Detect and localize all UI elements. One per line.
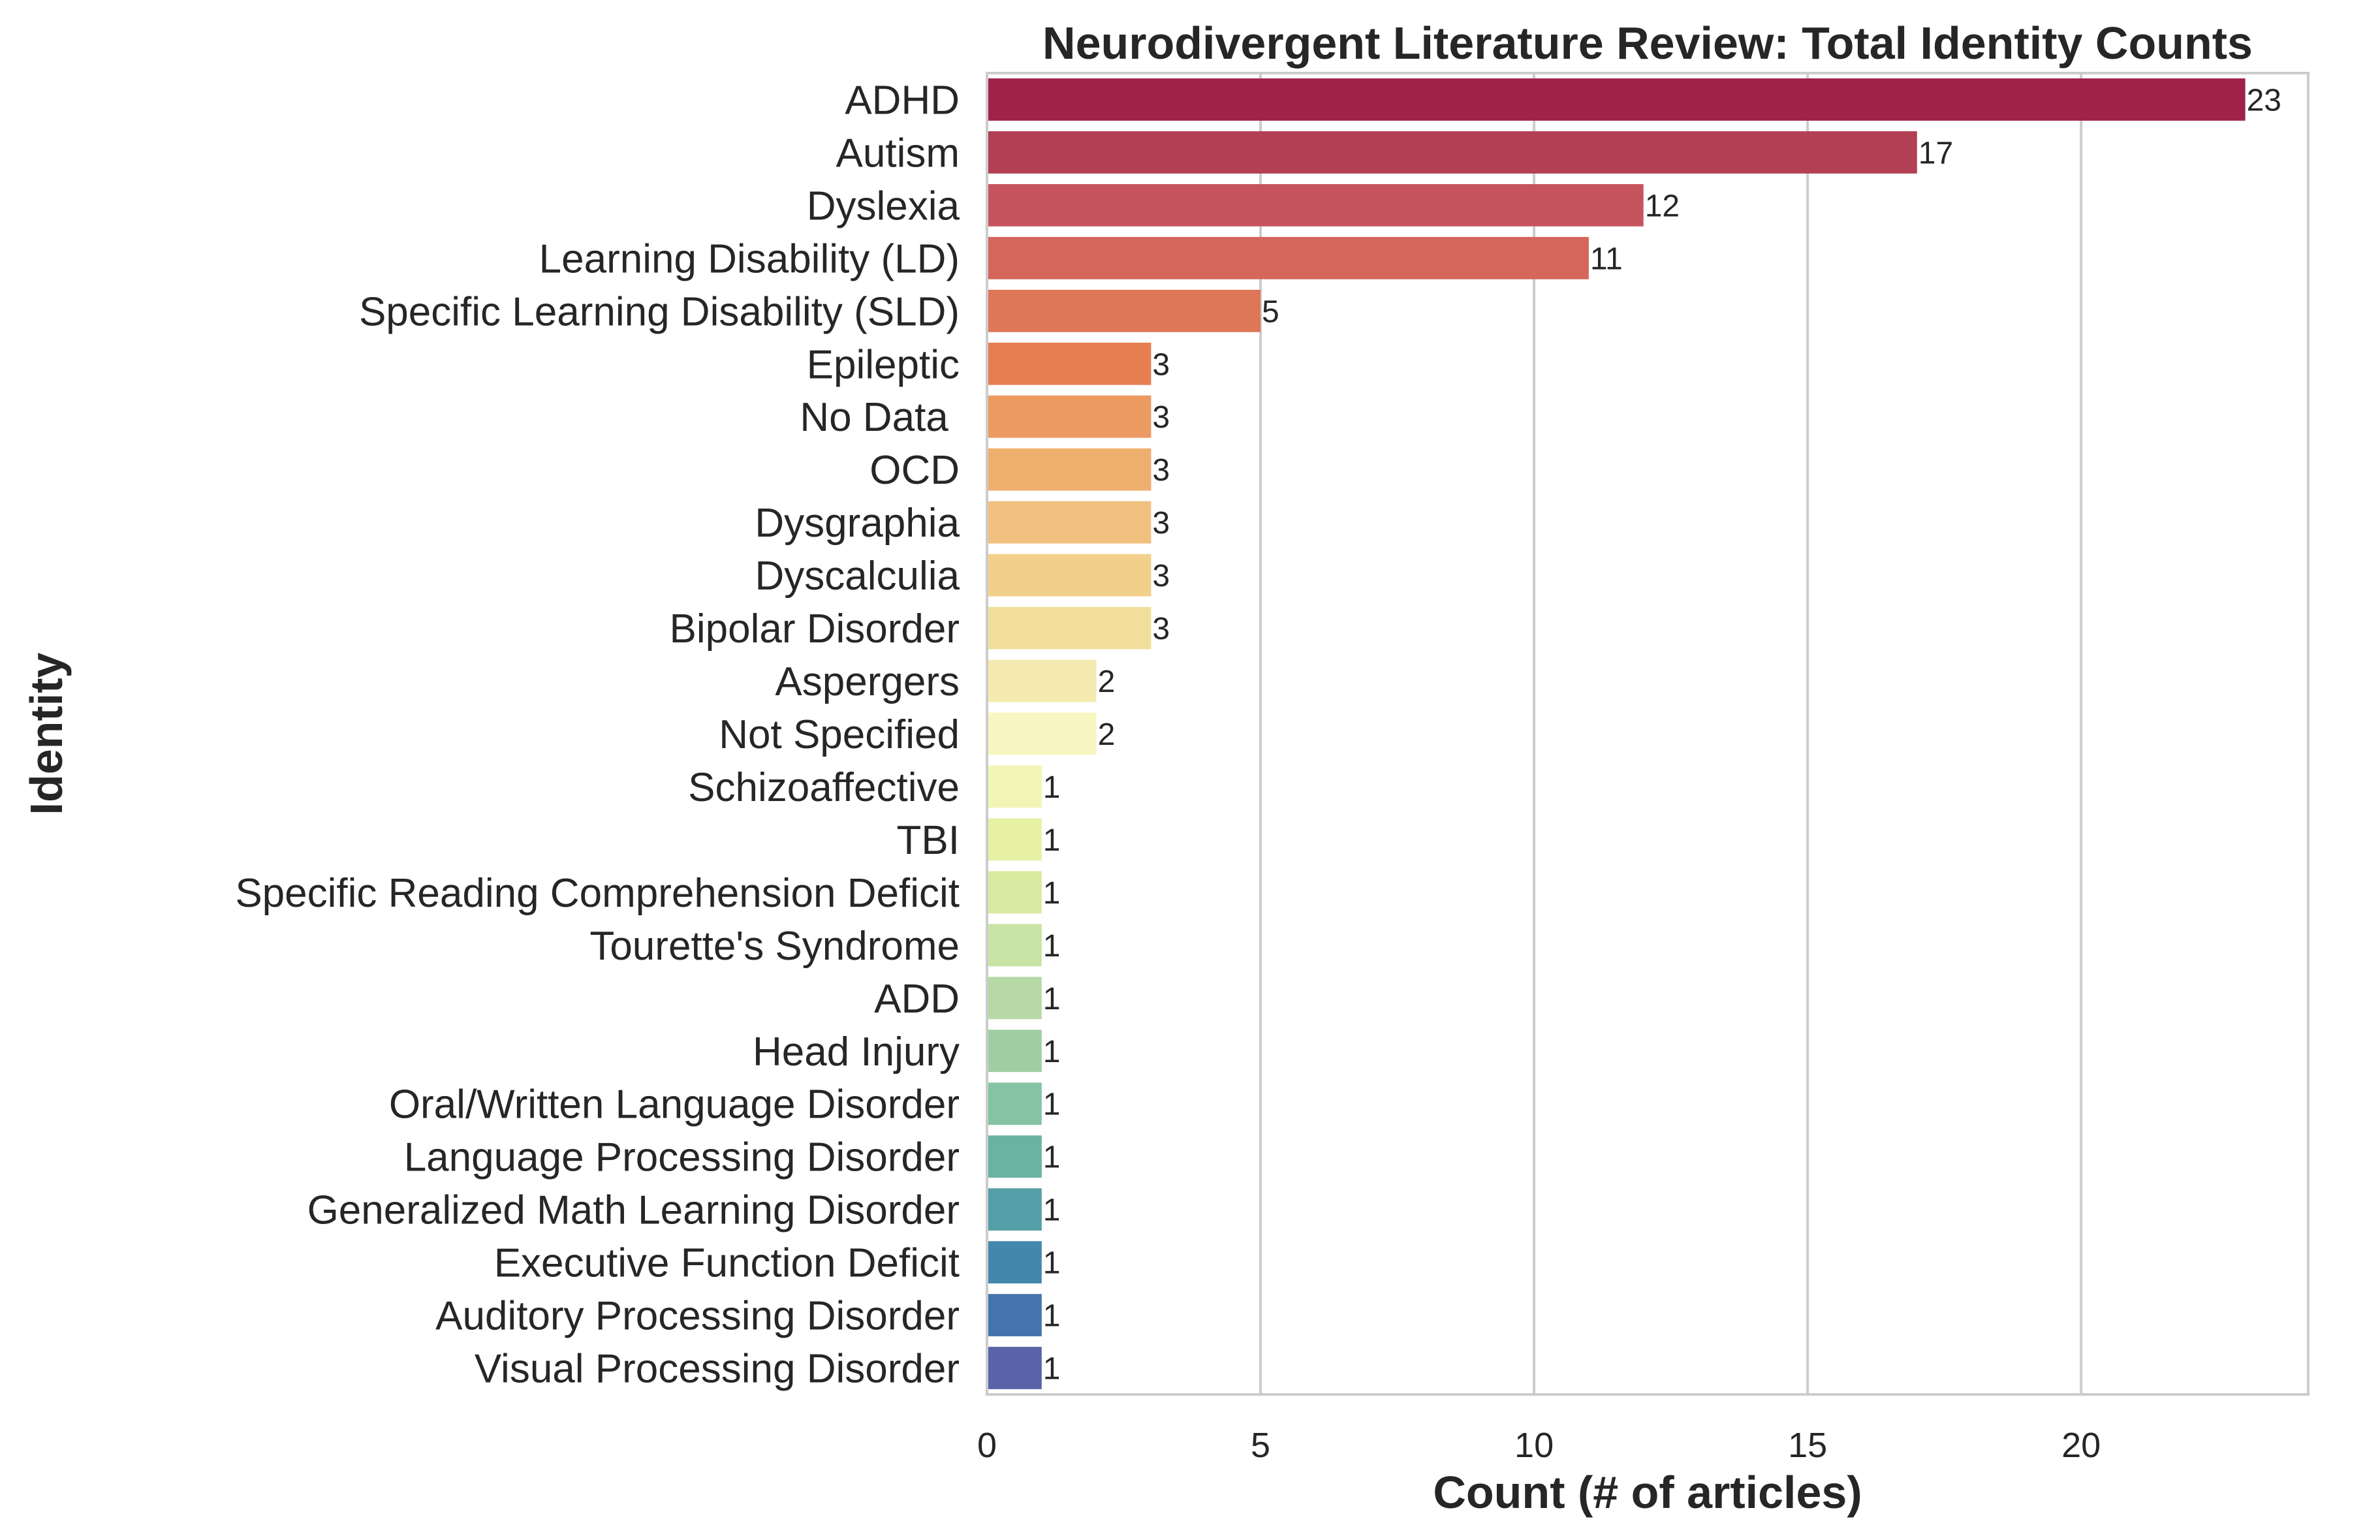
y-tick-label: Autism <box>836 131 960 176</box>
y-tick-label: Dysgraphia <box>755 501 960 546</box>
bar-value-label: 2 <box>1098 665 1116 699</box>
y-tick-label: OCD <box>869 448 960 493</box>
bar <box>987 818 1042 861</box>
bar <box>987 606 1151 650</box>
y-tick-label: Dyslexia <box>807 183 960 228</box>
bar <box>987 78 2246 121</box>
bar-value-label: 3 <box>1152 506 1170 541</box>
bar-value-label: 12 <box>1645 189 1680 223</box>
bar <box>987 1135 1042 1178</box>
y-tick-label: ADHD <box>845 78 960 123</box>
x-tick-label: 10 <box>1514 1426 1554 1465</box>
bar-value-label: 1 <box>1043 1140 1061 1175</box>
y-tick-label: Epileptic <box>807 342 960 387</box>
y-tick-label: Not Specified <box>719 712 960 757</box>
bar <box>987 448 1151 491</box>
y-tick-label: Language Processing Disorder <box>404 1135 960 1180</box>
bar-value-label: 3 <box>1152 612 1170 646</box>
bar-value-label: 3 <box>1152 453 1170 488</box>
bar <box>987 342 1151 385</box>
bar-value-label: 1 <box>1043 1193 1061 1228</box>
y-tick-label: Head Injury <box>753 1029 960 1075</box>
y-tick-label: Visual Processing Disorder <box>475 1347 960 1392</box>
bar-value-label: 17 <box>1918 136 1953 170</box>
y-tick-label: Aspergers <box>775 659 960 704</box>
y-axis-label: Identity <box>21 652 72 815</box>
bar <box>987 977 1042 1020</box>
bar-value-label: 1 <box>1043 1352 1061 1387</box>
bar <box>987 1029 1042 1073</box>
bar <box>987 1082 1042 1125</box>
bar <box>987 1188 1042 1231</box>
x-tick-label: 0 <box>977 1426 997 1465</box>
y-tick-label: ADD <box>874 977 960 1022</box>
bars <box>987 78 2246 1389</box>
plot-frame <box>986 72 2310 1396</box>
x-tick-label: 15 <box>1788 1426 1827 1465</box>
bar-value-label: 1 <box>1043 1246 1061 1281</box>
bar <box>987 659 1097 702</box>
y-tick-label: No Data <box>800 395 960 440</box>
y-tick-label: Tourette's Syndrome <box>589 924 960 969</box>
y-tick-label: Specific Learning Disability (SLD) <box>359 289 960 334</box>
bar <box>987 924 1042 967</box>
bar-value-label: 23 <box>2247 83 2281 118</box>
bar-value-label: 1 <box>1043 1088 1061 1122</box>
bar-value-label: 1 <box>1043 982 1061 1016</box>
bar-value-label: 5 <box>1262 294 1279 329</box>
bar <box>987 554 1151 597</box>
bar-value-label: 3 <box>1152 400 1170 435</box>
y-tick-label: Learning Disability (LD) <box>539 236 960 281</box>
bar-value-label: 2 <box>1098 717 1116 752</box>
bar-value-label: 1 <box>1043 876 1061 911</box>
bar-value-label: 3 <box>1152 347 1170 382</box>
y-tick-label: TBI <box>897 818 960 863</box>
y-tick-label: Generalized Math Learning Disorder <box>307 1188 960 1233</box>
bar <box>987 1347 1042 1389</box>
bar <box>987 871 1042 914</box>
bar-value-label: 1 <box>1043 1035 1061 1069</box>
bar <box>987 1241 1042 1283</box>
chart-title: Neurodivergent Literature Review: Total … <box>1042 18 2253 69</box>
bar-value-label: 11 <box>1590 242 1623 276</box>
bar <box>987 236 1589 279</box>
bar <box>987 184 1644 227</box>
bar-value-label: 1 <box>1043 929 1061 964</box>
bar <box>987 131 1917 174</box>
y-tick-label: Executive Function Deficit <box>494 1241 960 1286</box>
bar <box>987 712 1097 755</box>
y-tick-label: Oral/Written Language Disorder <box>389 1082 960 1127</box>
x-axis-label: Count (# of articles) <box>1433 1467 1862 1518</box>
bar-value-label: 1 <box>1043 1299 1061 1334</box>
bar <box>987 501 1151 544</box>
x-tick-labels: 0 5 10 15 20 <box>977 1426 2101 1465</box>
y-tick-label: Bipolar Disorder <box>669 606 960 652</box>
y-tick-label: Auditory Processing Disorder <box>435 1294 960 1339</box>
y-tick-label: Dyscalculia <box>755 554 960 599</box>
bar-value-label: 3 <box>1152 559 1170 593</box>
bar-value-label: 1 <box>1043 770 1061 805</box>
x-tick-label: 5 <box>1251 1426 1270 1465</box>
bar <box>987 395 1151 438</box>
x-tick-label: 20 <box>2061 1426 2101 1465</box>
y-tick-label: Schizoaffective <box>688 765 960 810</box>
y-tick-label: Specific Reading Comprehension Deficit <box>235 871 960 916</box>
bar <box>987 289 1261 332</box>
bar <box>987 765 1042 808</box>
bar <box>987 1294 1042 1336</box>
y-tick-labels: ADHD Autism Dyslexia Learning Disability (L… <box>235 78 960 1391</box>
bar-value-label: 1 <box>1043 823 1061 858</box>
